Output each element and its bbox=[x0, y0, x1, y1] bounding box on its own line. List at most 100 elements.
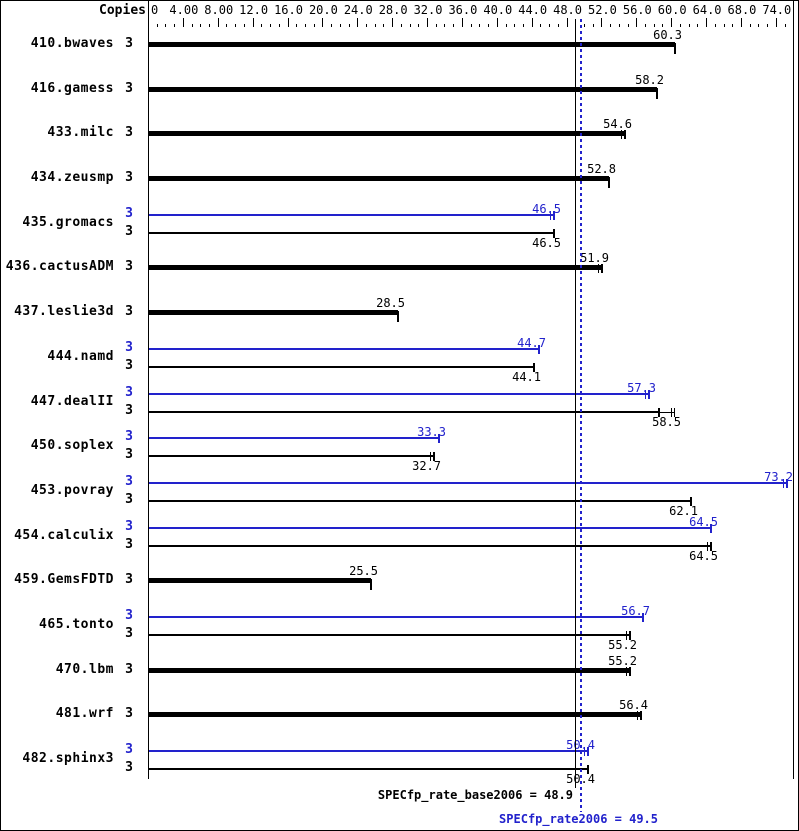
axis-major-tick bbox=[601, 18, 602, 27]
axis-major-tick bbox=[148, 18, 149, 27]
copies-value: 3 bbox=[125, 572, 133, 587]
axis-tick-label: 32.0 bbox=[413, 3, 443, 17]
result-value-label: 50.4 bbox=[535, 772, 595, 786]
axis-tick-label: 56.0 bbox=[622, 3, 652, 17]
bar-end-marker bbox=[601, 264, 603, 273]
result-value-label: 44.1 bbox=[512, 370, 541, 384]
result-bar-peak bbox=[149, 214, 554, 216]
benchmark-label: 433.milc bbox=[47, 125, 114, 140]
copies-column-header: Copies bbox=[99, 3, 146, 18]
axis-minor-tick bbox=[444, 24, 445, 27]
result-bar-base bbox=[149, 578, 371, 583]
axis-major-tick bbox=[288, 18, 289, 27]
result-bar-peak bbox=[149, 437, 439, 439]
axis-major-tick bbox=[322, 18, 323, 27]
result-bar-base bbox=[149, 768, 588, 770]
axis-tick-label: 52.0 bbox=[587, 3, 617, 17]
axis-major-tick bbox=[671, 18, 672, 27]
result-bar-peak bbox=[149, 527, 711, 529]
copies-value: 3 bbox=[125, 304, 133, 319]
axis-minor-tick bbox=[645, 24, 646, 27]
benchmark-label: 444.namd bbox=[47, 349, 114, 364]
axis-tick-label: 0 bbox=[151, 3, 159, 17]
axis-tick-label: 28.0 bbox=[378, 3, 408, 17]
axis-minor-tick bbox=[165, 24, 166, 27]
result-value-label: 46.5 bbox=[532, 202, 561, 216]
copies-value: 3 bbox=[125, 403, 133, 418]
result-bar-base bbox=[149, 42, 675, 47]
result-value-label: 50.4 bbox=[535, 738, 595, 752]
result-value-label: 55.2 bbox=[608, 638, 637, 652]
axis-minor-tick bbox=[506, 24, 507, 27]
peak-reference-line bbox=[580, 19, 582, 812]
axis-minor-tick bbox=[758, 24, 759, 27]
axis-minor-tick bbox=[680, 24, 681, 27]
axis-minor-tick bbox=[732, 24, 733, 27]
result-value-label: 56.7 bbox=[621, 604, 650, 618]
axis-major-tick bbox=[357, 18, 358, 27]
bar-end-marker bbox=[637, 711, 638, 720]
axis-tick-label: 48.0 bbox=[553, 3, 582, 17]
axis-tick-label: 16.0 bbox=[274, 3, 303, 17]
axis-minor-tick bbox=[619, 24, 620, 27]
copies-value: 3 bbox=[125, 224, 133, 239]
axis-minor-tick bbox=[296, 24, 297, 27]
axis-minor-tick bbox=[340, 24, 341, 27]
benchmark-label: 465.tonto bbox=[39, 617, 114, 632]
axis-minor-tick bbox=[418, 24, 419, 27]
benchmark-label: 437.leslie3d bbox=[14, 304, 114, 319]
axis-minor-tick bbox=[270, 24, 271, 27]
result-bar-base bbox=[149, 265, 602, 270]
benchmark-label: 459.GemsFDTD bbox=[14, 572, 114, 587]
axis-minor-tick bbox=[523, 24, 524, 27]
bar-range-marker bbox=[674, 408, 675, 417]
axis-tick-label: 8.00 bbox=[204, 3, 234, 17]
axis-minor-tick bbox=[305, 24, 306, 27]
copies-value: 3 bbox=[125, 340, 133, 355]
copies-value: 3 bbox=[125, 259, 133, 274]
result-value-label: 33.3 bbox=[417, 425, 446, 439]
bar-end-marker bbox=[553, 211, 555, 220]
result-bar-base bbox=[149, 366, 534, 368]
bar-end-marker bbox=[642, 613, 644, 622]
axis-minor-tick bbox=[244, 24, 245, 27]
bar-end-marker bbox=[608, 177, 610, 188]
result-bar-base bbox=[149, 500, 691, 502]
peak-summary-text: SPECfp_rate2006 = 49.5 bbox=[499, 812, 658, 826]
result-bar-peak bbox=[149, 393, 649, 395]
axis-major-tick bbox=[741, 18, 742, 27]
bar-range-line bbox=[659, 412, 674, 413]
benchmark-label: 453.povray bbox=[30, 483, 114, 498]
axis-minor-tick bbox=[697, 24, 698, 27]
copies-value: 3 bbox=[125, 706, 133, 721]
axis-minor-tick bbox=[235, 24, 236, 27]
result-value-label: 25.5 bbox=[349, 564, 378, 578]
bar-end-marker bbox=[598, 264, 599, 273]
bar-end-marker bbox=[538, 345, 540, 354]
axis-minor-tick bbox=[514, 24, 515, 27]
bar-end-marker bbox=[553, 229, 555, 238]
benchmark-label: 435.gromacs bbox=[22, 215, 114, 230]
axis-major-tick bbox=[462, 18, 463, 27]
axis-minor-tick bbox=[750, 24, 751, 27]
bar-end-marker bbox=[624, 130, 626, 139]
bar-end-marker bbox=[640, 711, 642, 720]
copies-value: 3 bbox=[125, 206, 133, 221]
result-value-label: 57.3 bbox=[627, 381, 656, 395]
axis-minor-tick bbox=[192, 24, 193, 27]
result-bar-base bbox=[149, 131, 625, 136]
axis-major-tick bbox=[497, 18, 498, 27]
axis-minor-tick bbox=[479, 24, 480, 27]
copies-value: 3 bbox=[125, 760, 133, 775]
axis-minor-tick bbox=[471, 24, 472, 27]
copies-value: 3 bbox=[125, 385, 133, 400]
axis-minor-tick bbox=[375, 24, 376, 27]
axis-minor-tick bbox=[200, 24, 201, 27]
bar-end-marker bbox=[397, 311, 399, 322]
axis-minor-tick bbox=[488, 24, 489, 27]
axis-minor-tick bbox=[662, 24, 663, 27]
copies-value: 3 bbox=[125, 125, 133, 140]
bar-end-marker bbox=[645, 390, 646, 399]
result-bar-base bbox=[149, 545, 711, 547]
result-bar-base bbox=[149, 712, 641, 717]
